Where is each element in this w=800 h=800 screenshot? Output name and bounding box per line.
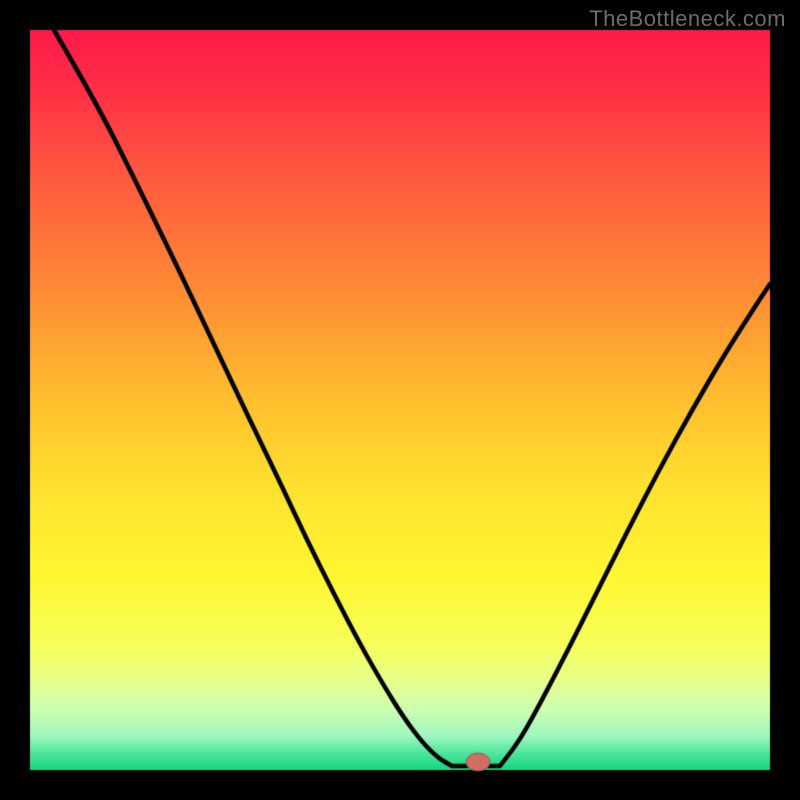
site-watermark: TheBottleneck.com — [589, 6, 786, 32]
bottleneck-chart — [0, 0, 800, 800]
